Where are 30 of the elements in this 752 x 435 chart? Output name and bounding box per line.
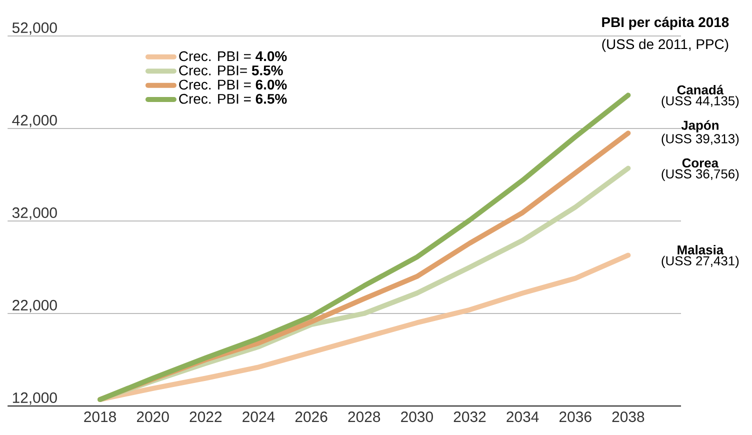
legend-label: Crec. PBI= 5.5%: [179, 65, 283, 76]
y-tick-label: 22,000: [12, 300, 57, 312]
text: Japón: [681, 120, 718, 132]
text: Corea: [682, 158, 719, 168]
x-tick-label: 2026: [295, 412, 328, 422]
text: PBI per cápita 2018: [602, 16, 729, 30]
annotation: Malasia: [678, 244, 724, 255]
legend-label: Crec. PBI = 6.5%: [179, 94, 287, 104]
y-tick-label: 12,000: [12, 392, 57, 405]
legend-label: Crec. PBI = 6.0%: [179, 80, 287, 90]
annotation: (USS 36,756): [662, 168, 739, 182]
x-tick-label: 2032: [454, 412, 486, 422]
y-tick-label: 42,000: [12, 114, 57, 128]
x-tick-label: 2038: [612, 412, 644, 422]
annotation: (USS 27,431): [662, 256, 739, 268]
x-tick-label: 2028: [348, 412, 380, 422]
annotation: (USS de 2011, PPC): [602, 38, 728, 52]
x-tick-label: 2030: [401, 412, 433, 422]
annotation: Canadá: [677, 84, 724, 94]
annotation: (USS 44,135): [662, 96, 739, 108]
y-tick-label: 52,000: [12, 22, 57, 35]
x-tick-label: 2022: [190, 412, 222, 422]
legend-label: Crec. PBI = 4.0%: [179, 51, 287, 62]
y-tick-label: 32,000: [12, 207, 57, 220]
x-tick-label: 2036: [560, 412, 592, 422]
x-tick-label: 2034: [506, 412, 539, 422]
x-tick-label: 2020: [136, 412, 169, 422]
x-tick-label: 2018: [84, 412, 116, 422]
x-tick-label: 2024: [242, 412, 275, 422]
annotation: (USS 39,313): [662, 134, 739, 146]
